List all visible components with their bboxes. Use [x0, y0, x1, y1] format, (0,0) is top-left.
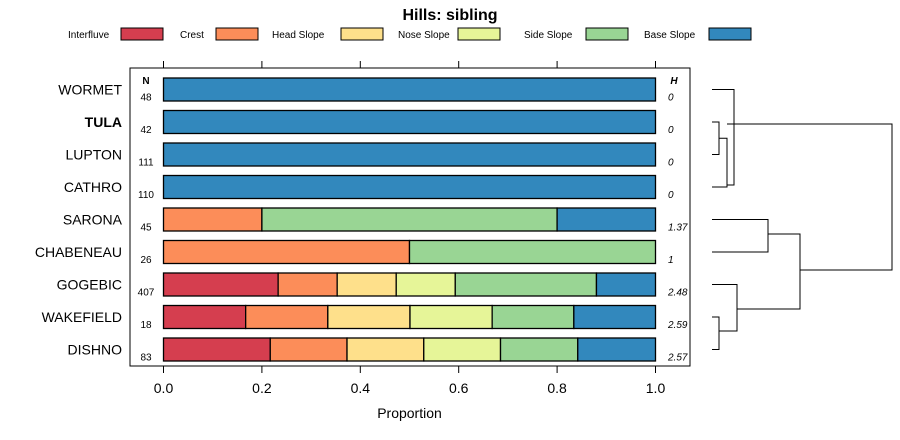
legend-swatch-nose-slope — [457, 27, 501, 41]
bar-segment-tula-base-slope — [162, 109, 657, 135]
x-tick-label-2: 0.4 — [351, 380, 371, 396]
bar-segment-chabeneau-crest — [162, 239, 411, 265]
dendrogram-branch-4 — [712, 316, 720, 350]
row-label-tula: TULA — [85, 114, 122, 130]
bar-segment-wakefield-base-slope — [573, 304, 657, 330]
bar-segment-wakefield-side-slope — [491, 304, 575, 330]
legend-label-nose-slope: Nose Slope — [398, 30, 450, 41]
h-value-gogebic: 2.48 — [667, 288, 688, 299]
legend-swatch-side-slope — [585, 27, 629, 41]
bar-segment-dishno-crest — [269, 337, 348, 362]
bar-segment-sarona-side-slope — [261, 207, 558, 232]
bar-segment-gogebic-side-slope — [454, 272, 598, 297]
bar-segment-dishno-interfluve — [162, 337, 271, 362]
dendrogram-branch-1 — [712, 137, 728, 188]
legend-label-side-slope: Side Slope — [524, 30, 573, 41]
n-value-dishno: 83 — [140, 353, 152, 364]
bar-rows: WORMET 48 0 TULA 42 0 LUPTON 111 0 CATHRO 110 0 SARO… — [35, 77, 688, 364]
dendrogram-branch-3 — [712, 219, 769, 253]
x-tick-label-0: 0.0 — [154, 380, 174, 396]
h-column-header: H — [670, 76, 678, 87]
bar-segment-dishno-base-slope — [577, 337, 657, 362]
n-value-cathro: 110 — [138, 190, 154, 201]
dendrogram-branch-5 — [712, 284, 738, 332]
dendrogram-branch-2 — [712, 89, 735, 186]
n-column-header: N — [142, 76, 149, 87]
n-value-tula: 42 — [140, 125, 152, 136]
h-value-wormet: 0 — [668, 93, 674, 104]
legend-swatch-crest — [215, 27, 259, 41]
bar-segment-wakefield-head-slope — [327, 304, 411, 330]
bar-segment-gogebic-interfluve — [162, 272, 279, 297]
legend-swatch-base-slope — [708, 27, 752, 41]
bar-segment-dishno-head-slope — [346, 337, 425, 362]
row-label-cathro: CATHRO — [64, 179, 122, 195]
n-value-wormet: 48 — [140, 93, 152, 104]
bar-segment-gogebic-crest — [277, 272, 338, 297]
x-axis-title: Proportion — [377, 405, 442, 421]
bar-segment-gogebic-nose-slope — [395, 272, 456, 297]
bar-segment-sarona-crest — [162, 207, 263, 232]
x-tick-label-5: 1.0 — [646, 380, 666, 396]
x-axis: 0.0 0.2 0.4 0.6 0.8 1.0 — [154, 61, 666, 396]
x-tick-label-3: 0.6 — [449, 380, 469, 396]
legend: Interfluve Crest Head Slope Nose Slope Side … — [68, 27, 752, 41]
bar-segment-wakefield-nose-slope — [409, 304, 493, 330]
h-value-chabeneau: 1 — [668, 255, 674, 266]
row-label-sarona: SARONA — [63, 212, 123, 228]
h-value-cathro: 0 — [668, 190, 674, 201]
bar-segment-gogebic-head-slope — [336, 272, 397, 297]
h-value-dishno: 2.57 — [667, 353, 688, 364]
bar-segment-sarona-base-slope — [556, 207, 657, 232]
bar-segment-dishno-nose-slope — [423, 337, 502, 362]
h-value-tula: 0 — [668, 125, 674, 136]
legend-label-base-slope: Base Slope — [644, 30, 696, 41]
row-label-wakefield: WAKEFIELD — [42, 309, 122, 325]
bar-segment-dishno-side-slope — [499, 337, 579, 362]
legend-swatch-head-slope — [340, 27, 384, 41]
bar-segment-wakefield-crest — [245, 304, 329, 330]
dendrogram-branch-7 — [734, 123, 893, 271]
chart-title: Hills: sibling — [402, 7, 497, 24]
row-label-dishno: DISHNO — [68, 342, 123, 358]
dendrogram — [712, 89, 893, 350]
n-value-wakefield: 18 — [140, 320, 152, 331]
plot-frame — [129, 67, 691, 367]
row-label-chabeneau: CHABENEAU — [35, 244, 122, 260]
row-label-wormet: WORMET — [58, 82, 122, 98]
legend-swatch-interfluve — [120, 27, 164, 41]
legend-label-crest: Crest — [180, 30, 204, 41]
h-value-sarona: 1.37 — [668, 223, 688, 234]
x-tick-label-4: 0.8 — [547, 380, 567, 396]
dendrogram-branch-0 — [712, 121, 720, 155]
bar-segment-gogebic-base-slope — [595, 272, 657, 297]
row-label-gogebic: GOGEBIC — [57, 277, 122, 293]
bar-segment-wakefield-interfluve — [162, 304, 247, 330]
legend-label-interfluve: Interfluve — [68, 30, 110, 41]
x-tick-label-1: 0.2 — [252, 380, 272, 396]
n-value-gogebic: 407 — [138, 288, 155, 299]
n-value-sarona: 45 — [140, 223, 152, 234]
bar-segment-cathro-base-slope — [162, 174, 657, 200]
n-value-lupton: 111 — [138, 158, 154, 169]
bar-segment-chabeneau-side-slope — [408, 239, 657, 265]
n-value-chabeneau: 26 — [140, 255, 152, 266]
dendrogram-branch-6 — [737, 233, 801, 310]
h-value-wakefield: 2.59 — [667, 320, 688, 331]
bar-segment-lupton-base-slope — [162, 142, 657, 167]
row-label-lupton: LUPTON — [65, 147, 122, 163]
h-value-lupton: 0 — [668, 158, 674, 169]
legend-label-head-slope: Head Slope — [272, 30, 325, 41]
bar-segment-wormet-base-slope — [162, 77, 657, 102]
